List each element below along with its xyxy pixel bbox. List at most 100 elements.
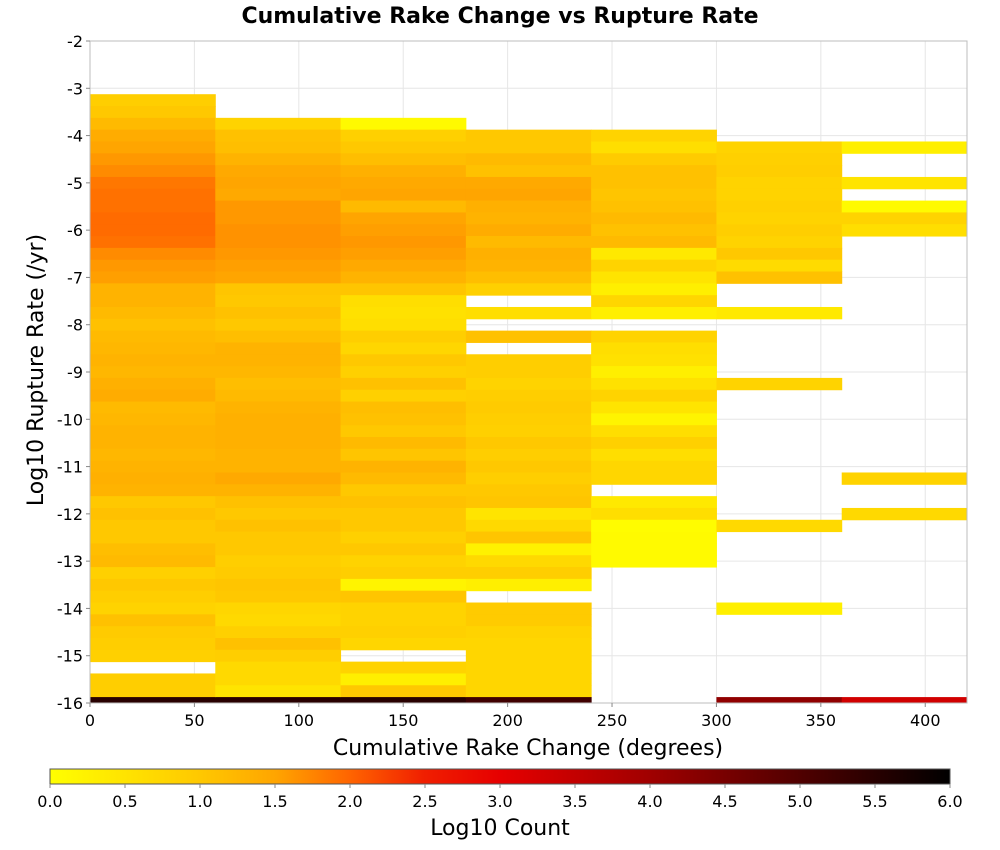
- heatmap-cell: [340, 236, 467, 249]
- heatmap-cell: [90, 318, 216, 332]
- heatmap-cell: [591, 354, 717, 367]
- heatmap-cell: [340, 685, 467, 698]
- heatmap-cell: [215, 637, 342, 651]
- heatmap-cell: [215, 401, 342, 414]
- heatmap-cell: [465, 602, 592, 615]
- heatmap-cell: [340, 673, 467, 686]
- heatmap-cell: [215, 425, 342, 438]
- y-tick-label: -4: [67, 127, 83, 146]
- heatmap-cell: [215, 484, 342, 497]
- heatmap-cell: [340, 188, 467, 202]
- heatmap-cell: [90, 188, 216, 202]
- heatmap-cell: [215, 437, 342, 450]
- heatmap-cell: [215, 153, 342, 166]
- heatmap-cell: [90, 224, 216, 237]
- y-tick-label: -8: [67, 316, 83, 335]
- heatmap-cell: [841, 507, 968, 521]
- heatmap-cell: [215, 188, 342, 202]
- heatmap-cell: [465, 673, 592, 686]
- heatmap-cell: [591, 531, 717, 544]
- y-tick-label: -15: [57, 647, 83, 666]
- heatmap-cell: [465, 685, 592, 698]
- heatmap-cell: [340, 318, 467, 332]
- heatmap-cell: [215, 129, 342, 142]
- heatmap-cell: [591, 377, 717, 391]
- heatmap-cell: [465, 531, 592, 544]
- heatmap-cell: [591, 543, 717, 556]
- x-tick-label: 0: [85, 711, 95, 730]
- heatmap-cell: [215, 141, 342, 154]
- heatmap-cell: [340, 484, 467, 497]
- heatmap-cell: [215, 448, 342, 462]
- heatmap-cell: [340, 401, 467, 414]
- heatmap-cell: [465, 626, 592, 639]
- colorbar: [49, 768, 951, 785]
- y-tick-label: -13: [57, 552, 83, 571]
- heatmap-cell: [591, 295, 717, 308]
- x-tick-label: 400: [910, 711, 941, 730]
- heatmap-cell: [591, 129, 717, 142]
- heatmap-cell: [340, 366, 467, 379]
- colorbar-tick-label: 0.0: [37, 792, 62, 811]
- colorbar-tick-label: 3.0: [487, 792, 512, 811]
- heatmap-cell: [90, 543, 216, 556]
- heatmap-cell: [591, 224, 717, 237]
- heatmap-cell: [90, 673, 216, 686]
- heatmap-cell: [340, 306, 467, 320]
- colorbar-ticks: 0.0 0.5 1.0 1.5 2.0 2.5 3.0 3.5 4.0 4.5 5.0 5.5 6.0: [37, 784, 963, 811]
- heatmap-cell: [340, 200, 467, 213]
- heatmap-cell: [340, 460, 467, 473]
- heatmap-cell: [465, 129, 592, 142]
- y-tick-label: -5: [67, 174, 83, 193]
- heatmap-cell: [340, 437, 467, 450]
- heatmap-cell: [716, 236, 843, 249]
- heatmap-cell: [465, 661, 592, 674]
- heatmap-cell: [90, 614, 216, 627]
- x-axis-label: Cumulative Rake Change (degrees): [333, 736, 723, 761]
- heatmap-cell: [716, 697, 843, 704]
- heatmap-cell: [465, 614, 592, 627]
- heatmap-cell: [591, 236, 717, 249]
- heatmap-cell: [591, 165, 717, 178]
- heatmap-cell: [591, 188, 717, 202]
- heatmap-cell: [591, 555, 717, 568]
- heatmap-cell: [465, 555, 592, 568]
- heatmap-cell: [465, 247, 592, 261]
- colorbar-tick-label: 2.0: [337, 792, 362, 811]
- heatmap-cell: [465, 176, 592, 190]
- heatmap-cell: [215, 661, 342, 674]
- heatmap-cell: [90, 685, 216, 698]
- heatmap-cell: [215, 555, 342, 568]
- heatmap-cell: [90, 94, 216, 107]
- heatmap-cell: [716, 176, 843, 190]
- heatmap-cell: [716, 141, 843, 154]
- heatmap-cell: [340, 283, 467, 296]
- heatmap-cell: [90, 283, 216, 296]
- heatmap-cell: [465, 283, 592, 296]
- x-tick-label: 50: [184, 711, 204, 730]
- heatmap-cell: [215, 117, 342, 131]
- heatmap-cell: [90, 626, 216, 639]
- heatmap-cell: [90, 377, 216, 391]
- x-tick-label: 200: [492, 711, 523, 730]
- heatmap-cell: [90, 141, 216, 154]
- heatmap-cell: [215, 519, 342, 533]
- heatmap-cell: [90, 697, 216, 704]
- heatmap-cell: [215, 697, 342, 704]
- heatmap-cell: [841, 200, 968, 213]
- heatmap-cell: [340, 578, 467, 592]
- heatmap-cell: [465, 188, 592, 202]
- heatmap-cell: [90, 484, 216, 497]
- heatmap-cell: [465, 306, 592, 320]
- heatmap-cell: [215, 318, 342, 332]
- heatmap-cell: [465, 578, 592, 592]
- heatmap-cell: [340, 567, 467, 580]
- heatmap-cell: [465, 437, 592, 450]
- heatmap-cell: [716, 306, 843, 320]
- heatmap-cell: [340, 425, 467, 438]
- heatmap-cell: [465, 212, 592, 225]
- heatmap-cell: [465, 413, 592, 426]
- heatmap-cell: [340, 531, 467, 544]
- heatmap-cell: [215, 306, 342, 320]
